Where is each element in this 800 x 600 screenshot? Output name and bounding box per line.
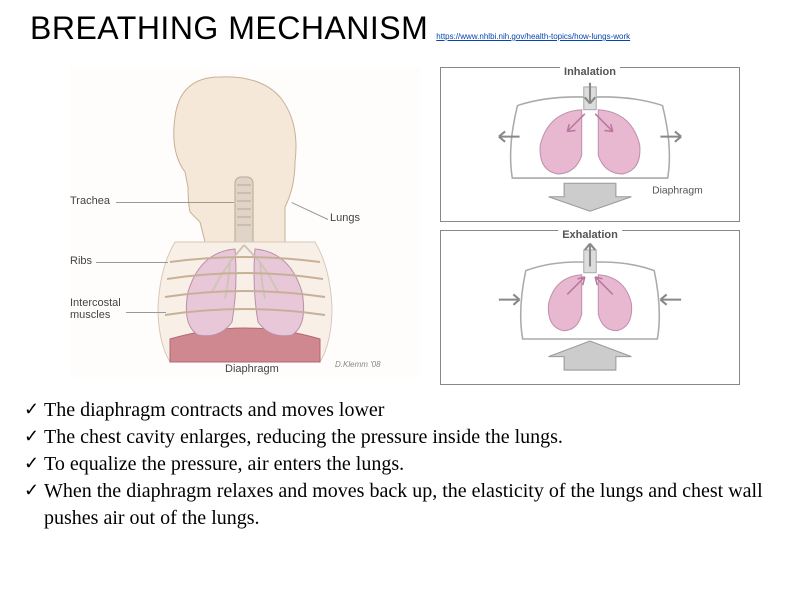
bullet-item: The chest cavity enlarges, reducing the … <box>20 424 770 451</box>
inhalation-title: Inhalation <box>560 66 620 78</box>
source-link[interactable]: https://www.nhlbi.nih.gov/health-topics/… <box>436 32 630 41</box>
inhalation-svg: Diaphragm <box>445 72 735 217</box>
label-lungs: Lungs <box>330 212 360 224</box>
svg-text:D.Klemm '08: D.Klemm '08 <box>335 360 381 369</box>
bullet-item: The diaphragm contracts and moves lower <box>20 397 770 424</box>
anatomy-diagram: D.Klemm '08 Trachea Ribs Intercostal mus… <box>70 67 420 377</box>
diagram-row: D.Klemm '08 Trachea Ribs Intercostal mus… <box>0 47 800 387</box>
bullet-item: When the diaphragm relaxes and moves bac… <box>20 478 770 532</box>
exhalation-svg <box>445 235 735 380</box>
breathing-panels: Inhalation Diaphragm <box>440 67 740 377</box>
page-title: BREATHING MECHANISM <box>30 10 428 47</box>
inhalation-panel: Inhalation Diaphragm <box>440 67 740 222</box>
label-diaphragm: Diaphragm <box>225 363 279 375</box>
label-intercostal: Intercostal muscles <box>70 297 121 321</box>
exhalation-title: Exhalation <box>558 229 622 241</box>
bullet-item: To equalize the pressure, air enters the… <box>20 451 770 478</box>
title-row: BREATHING MECHANISM https://www.nhlbi.ni… <box>0 0 800 47</box>
svg-text:Diaphragm: Diaphragm <box>652 186 703 197</box>
bullet-list: The diaphragm contracts and moves lower … <box>0 387 800 532</box>
anatomy-svg: D.Klemm '08 <box>70 67 420 377</box>
label-trachea: Trachea <box>70 195 110 207</box>
label-ribs: Ribs <box>70 255 92 267</box>
exhalation-panel: Exhalation <box>440 230 740 385</box>
